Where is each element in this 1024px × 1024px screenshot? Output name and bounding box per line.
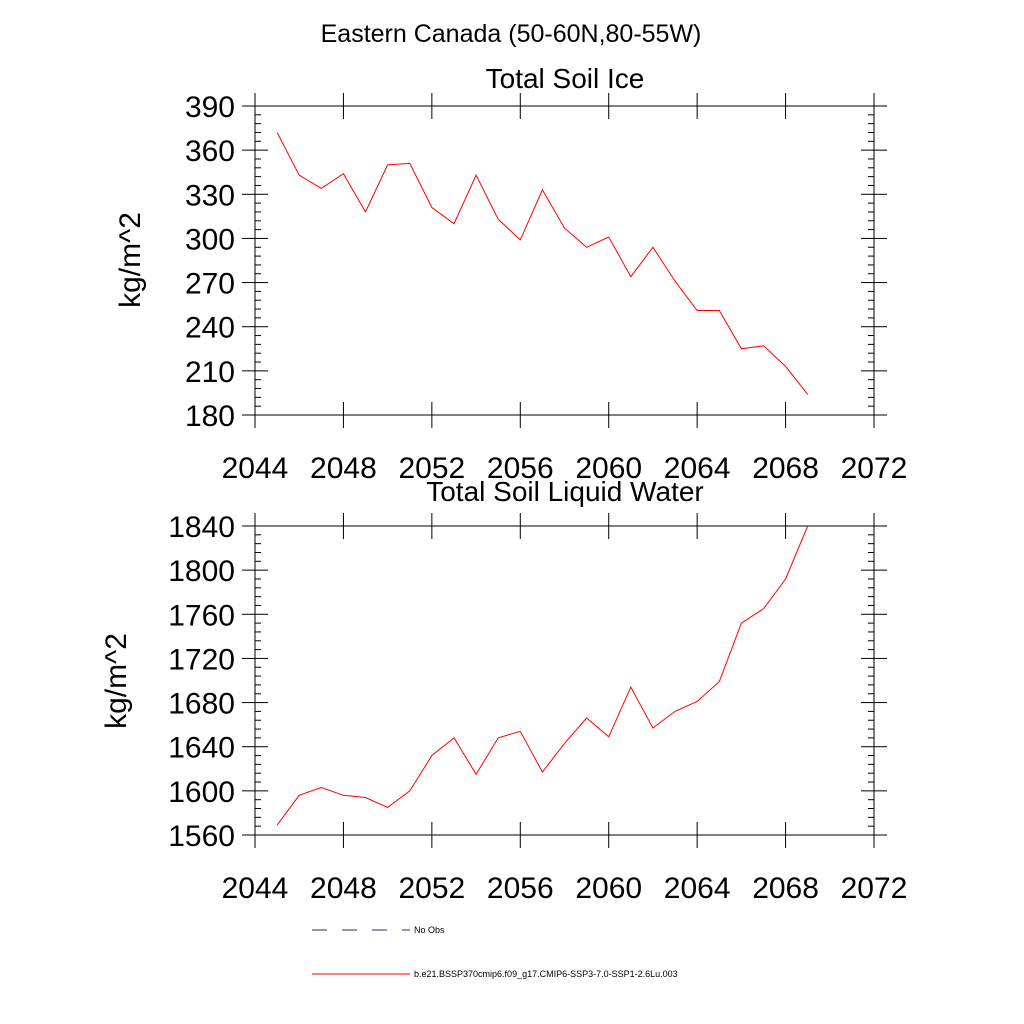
x-tick-label: 2064 [664,452,731,485]
x-tick-label: 2056 [487,452,554,485]
legend-label: No Obs [414,925,445,935]
y-tick-label: 240 [185,312,235,345]
y-tick-label: 300 [185,223,235,256]
series-line [276,525,809,826]
plot-area: 2044 2048 2052 2056 2060 2064 2068 2072 180 210 24… [185,91,907,485]
plot-frame [254,105,875,416]
legend-entry-no-obs: No Obs [312,925,445,935]
panel-soil-ice: Total Soil Ice kg/m^2 2044 2048 2052 2056 20… [114,63,907,485]
figure-title: Eastern Canada (50-60N,80-55W) [321,20,702,48]
panel-title: Total Soil Liquid Water [426,476,704,507]
x-tick-label: 2052 [398,452,465,485]
x-tick-label: 2044 [222,872,289,905]
y-axis-label: kg/m^2 [114,212,147,308]
y-tick-label: 1680 [168,688,235,721]
y-tick-label: 1800 [168,555,235,588]
series-line [276,132,809,395]
x-tick-label: 2072 [841,452,908,485]
x-tick-label: 2052 [398,872,465,905]
y-tick-label: 1560 [168,820,235,853]
x-tick-label: 2068 [752,452,819,485]
y-tick-label: 1840 [168,511,235,544]
y-tick-label: 1640 [168,732,235,765]
y-tick-label: 330 [185,179,235,212]
x-tick-label: 2060 [575,872,642,905]
y-tick-label: 1720 [168,643,235,676]
y-tick-label: 360 [185,135,235,168]
y-axis-label: kg/m^2 [100,633,133,729]
y-tick-label: 270 [185,268,235,301]
panel-soil-liquid-water: Total Soil Liquid Water kg/m^2 2044 2048 2… [100,476,907,905]
x-tick-label: 2056 [487,872,554,905]
plot-frame [254,525,875,836]
x-tick-label: 2072 [841,872,908,905]
legend-entry-model-run: b.e21.BSSP370cmip6.f09_g17.CMIP6-SSP3-7.… [312,969,678,979]
y-tick-label: 210 [185,356,235,389]
panel-title: Total Soil Ice [486,63,645,94]
legend-label: b.e21.BSSP370cmip6.f09_g17.CMIP6-SSP3-7.… [414,969,678,979]
y-tick-label: 1600 [168,776,235,809]
x-tick-label: 2048 [310,872,377,905]
x-tick-label: 2068 [752,872,819,905]
x-tick-label: 2064 [664,872,731,905]
x-tick-label: 2060 [575,452,642,485]
x-tick-label: 2044 [222,452,289,485]
legend: No Obs b.e21.BSSP370cmip6.f09_g17.CMIP6-… [312,925,678,979]
y-tick-label: 1760 [168,599,235,632]
plot-area: 2044 2048 2052 2056 2060 2064 2068 2072 1560 1600… [168,511,907,905]
y-tick-label: 180 [185,400,235,433]
y-tick-label: 390 [185,91,235,124]
x-tick-label: 2048 [310,452,377,485]
